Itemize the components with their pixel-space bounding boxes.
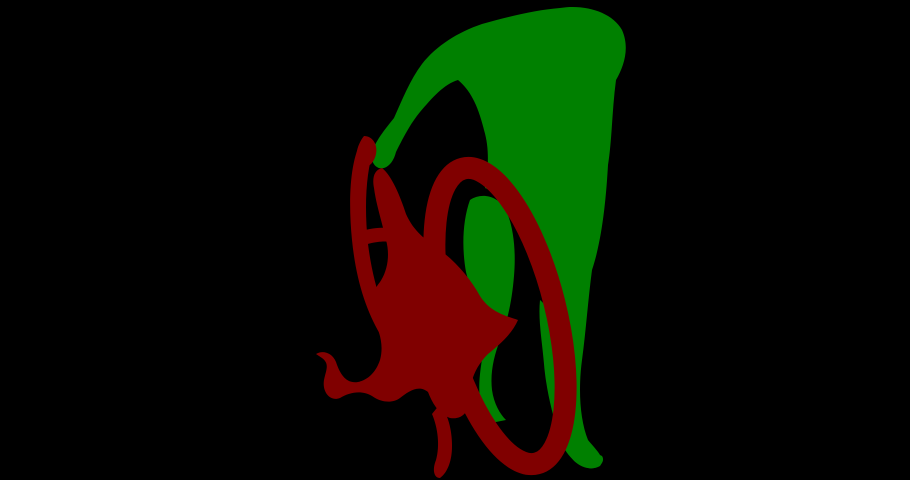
bicycle-rear-spoke [358,227,412,246]
bicycle-rear-wheel [350,140,392,334]
bicycle-pedal-stem [432,404,452,478]
bicycle-segment [316,136,577,478]
bicycle-seat [356,136,377,168]
bicycle-frame [316,168,518,419]
